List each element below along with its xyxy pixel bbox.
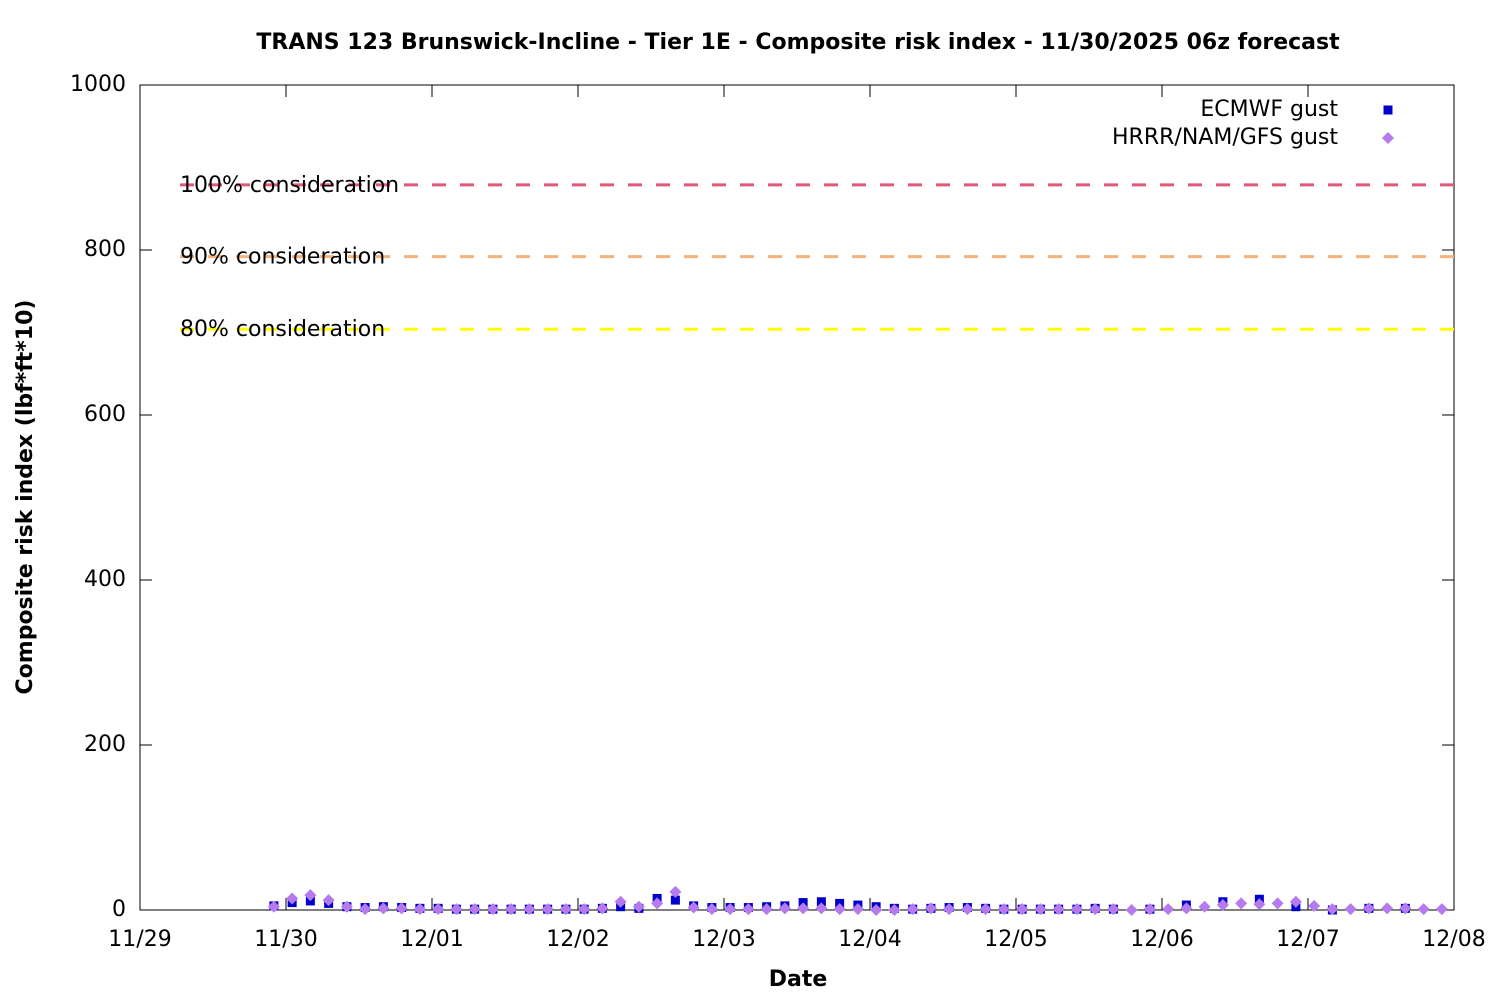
data-point <box>1016 903 1029 916</box>
data-point <box>267 900 280 913</box>
data-point <box>1344 903 1357 916</box>
data-point <box>432 903 445 916</box>
data-point <box>1107 903 1120 916</box>
y-tick-label: 800 <box>84 237 126 262</box>
x-tick-label: 12/07 <box>1276 927 1339 952</box>
legend-label: ECMWF gust <box>1200 97 1338 122</box>
data-point <box>304 889 317 902</box>
data-point <box>1308 899 1321 912</box>
data-point <box>870 904 883 916</box>
data-point <box>505 903 518 916</box>
data-point <box>815 902 828 915</box>
data-point <box>888 904 901 916</box>
data-point <box>1125 904 1138 916</box>
y-tick-label: 1000 <box>70 72 126 97</box>
plot-frame <box>139 84 1455 911</box>
data-point <box>1198 900 1211 913</box>
threshold-label: 100% consideration <box>180 173 399 198</box>
data-point <box>1162 903 1175 916</box>
data-point <box>1180 902 1193 915</box>
x-tick-label: 12/05 <box>984 927 1047 952</box>
y-axis-label: Composite risk index (lbf*ft*10) <box>13 300 38 695</box>
threshold-label: 80% consideration <box>180 317 385 342</box>
data-point <box>377 902 390 915</box>
data-point <box>797 902 810 915</box>
data-point <box>1070 903 1083 916</box>
data-point <box>943 903 956 916</box>
data-point <box>1417 903 1430 916</box>
data-point <box>851 903 864 916</box>
y-tick-label: 200 <box>84 732 126 757</box>
data-point <box>1235 897 1248 910</box>
data-point <box>1326 903 1339 916</box>
legend-label: HRRR/NAM/GFS gust <box>1112 125 1338 150</box>
data-point <box>1034 903 1047 916</box>
data-point <box>906 903 919 916</box>
data-point <box>1289 895 1302 908</box>
data-point <box>596 902 609 915</box>
data-point <box>486 903 499 916</box>
x-tick-label: 12/01 <box>400 927 463 952</box>
x-tick-label: 12/02 <box>546 927 609 952</box>
x-tick-label: 12/04 <box>838 927 901 952</box>
x-tick-label: 12/06 <box>1130 927 1193 952</box>
data-point <box>1271 897 1284 910</box>
data-point <box>541 903 554 916</box>
x-axis-label: Date <box>769 967 828 992</box>
data-point <box>670 895 680 905</box>
data-point <box>997 903 1010 916</box>
data-point <box>979 903 992 916</box>
data-point <box>1052 903 1065 916</box>
x-tick-label: 11/30 <box>254 927 317 952</box>
legend-marker <box>1382 132 1394 144</box>
data-point <box>1381 902 1394 915</box>
y-tick-label: 600 <box>84 402 126 427</box>
y-tick-label: 0 <box>112 897 126 922</box>
x-tick-label: 11/29 <box>108 927 171 952</box>
data-point <box>413 903 426 916</box>
chart-title: TRANS 123 Brunswick-Incline - Tier 1E - … <box>256 30 1340 55</box>
data-point <box>742 903 755 916</box>
data-point <box>614 895 627 908</box>
data-point <box>340 900 353 913</box>
data-point <box>468 903 481 916</box>
legend-marker <box>1383 105 1393 115</box>
data-point <box>705 903 718 916</box>
data-point <box>651 897 664 910</box>
data-point <box>395 902 408 915</box>
data-point <box>833 903 846 916</box>
data-point <box>816 897 826 907</box>
data-point <box>578 903 591 916</box>
data-point <box>1143 903 1156 916</box>
data-point <box>961 903 974 916</box>
data-point <box>1399 902 1412 915</box>
data-point <box>359 903 372 916</box>
data-point <box>286 892 299 905</box>
data-point <box>632 900 645 913</box>
x-tick-label: 12/08 <box>1422 927 1485 952</box>
data-point <box>687 901 700 914</box>
data-point <box>523 903 536 916</box>
threshold-label: 90% consideration <box>180 245 385 270</box>
data-point <box>1216 899 1229 912</box>
data-point <box>1362 902 1375 915</box>
data-point <box>1089 903 1102 916</box>
data-point <box>1435 903 1448 916</box>
data-point <box>450 903 463 916</box>
data-point <box>778 902 791 915</box>
data-point <box>322 894 335 907</box>
data-point <box>760 903 773 916</box>
data-point <box>724 903 737 916</box>
data-point <box>559 903 572 916</box>
x-tick-label: 12/03 <box>692 927 755 952</box>
y-tick-label: 400 <box>84 567 126 592</box>
data-point <box>669 885 682 898</box>
data-point <box>924 902 937 915</box>
data-point <box>1253 898 1266 911</box>
